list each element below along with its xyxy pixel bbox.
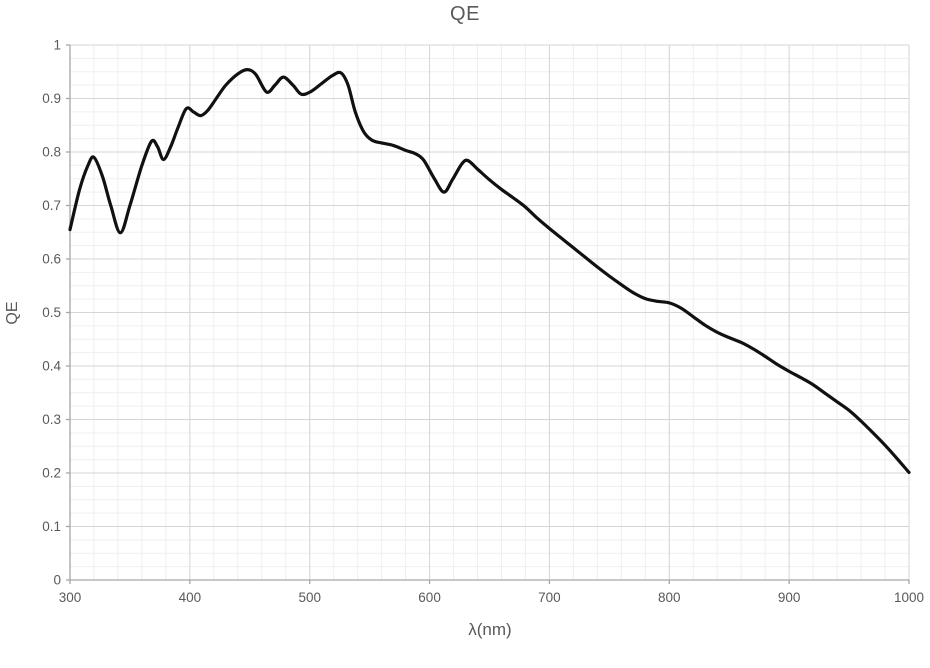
y-tick-label: 0.5	[42, 305, 61, 320]
x-tick-label: 1000	[894, 590, 924, 605]
qe-curve	[68, 68, 911, 475]
x-axis-title: λ(nm)	[468, 620, 512, 639]
x-tick-label: 400	[179, 590, 202, 605]
y-tick-label: 0.1	[42, 519, 61, 534]
y-tick-label: 0.3	[42, 412, 61, 427]
y-tick-label: 0.9	[42, 91, 61, 106]
y-tick-label: 0.6	[42, 252, 61, 267]
chart-title: QE	[450, 3, 480, 25]
y-tick-label: 1	[53, 38, 61, 53]
x-tick-label: 700	[538, 590, 561, 605]
x-tick-label: 900	[778, 590, 801, 605]
x-tick-label: 300	[59, 590, 82, 605]
y-tick-label: 0.2	[42, 466, 61, 481]
x-tick-label: 800	[658, 590, 681, 605]
y-tick-label: 0.7	[42, 198, 61, 213]
x-tick-label: 500	[298, 590, 321, 605]
y-tick-label: 0.8	[42, 145, 61, 160]
y-tick-label: 0	[53, 573, 61, 588]
x-tick-label: 600	[418, 590, 441, 605]
y-tick-label: 0.4	[42, 359, 61, 374]
